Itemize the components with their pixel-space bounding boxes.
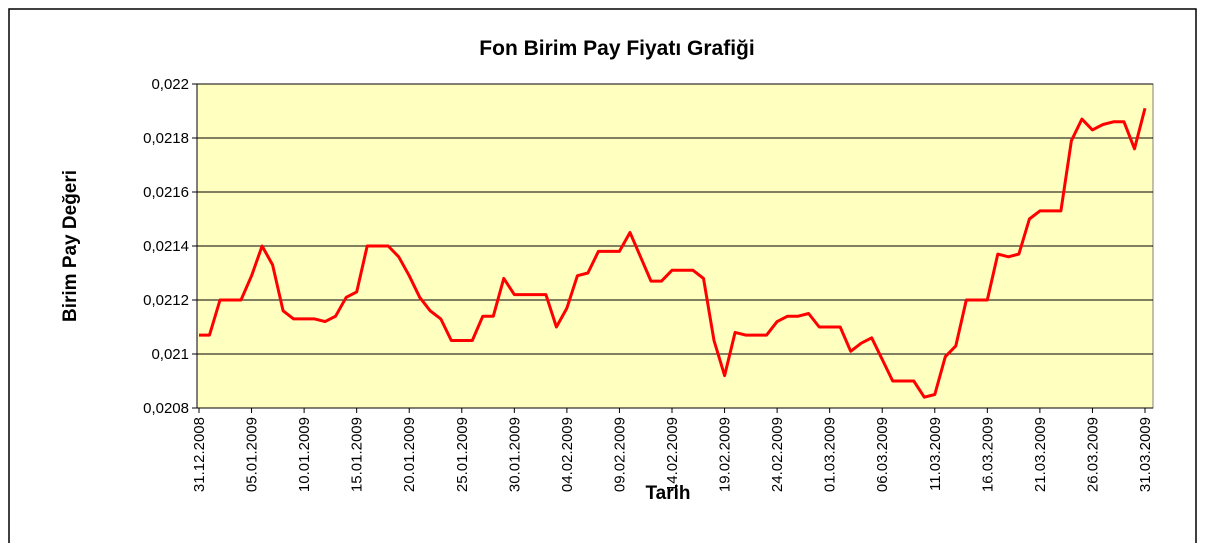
y-tick-label: 0,0214 bbox=[143, 238, 189, 255]
y-tick-label: 0,0216 bbox=[143, 184, 189, 201]
x-tick-label: 04.02.2009 bbox=[559, 417, 576, 492]
x-tick-label: 31.12.2008 bbox=[191, 417, 208, 492]
x-tick-label: 21.03.2009 bbox=[1032, 417, 1049, 492]
x-tick-label: 14.02.2009 bbox=[664, 417, 681, 492]
x-tick-label: 25.01.2009 bbox=[454, 417, 471, 492]
chart-border bbox=[8, 8, 1197, 543]
y-tick-label: 0,0218 bbox=[143, 130, 189, 147]
x-tick-label: 05.01.2009 bbox=[244, 417, 261, 492]
y-tick-label: 0,0212 bbox=[143, 292, 189, 309]
y-tick-label: 0,0208 bbox=[143, 400, 189, 417]
x-tick-label: 06.03.2009 bbox=[874, 417, 891, 492]
x-tick-label: 24.02.2009 bbox=[769, 417, 786, 492]
x-tick-label: 01.03.2009 bbox=[822, 417, 839, 492]
x-tick-label: 19.02.2009 bbox=[717, 417, 734, 492]
y-tick-label: 0,022 bbox=[151, 76, 189, 93]
x-tick-label: 09.02.2009 bbox=[611, 417, 628, 492]
y-axis-label: Birim Pay Değeri bbox=[60, 170, 81, 322]
x-tick-label: 16.03.2009 bbox=[979, 417, 996, 492]
x-tick-label: 11.03.2009 bbox=[927, 417, 944, 491]
x-tick-label: 31.03.2009 bbox=[1137, 417, 1154, 492]
x-tick-label: 20.01.2009 bbox=[401, 417, 418, 492]
chart-title: Fon Birim Pay Fiyatı Grafiği bbox=[479, 37, 754, 60]
x-tick-label: 15.01.2009 bbox=[349, 417, 366, 492]
x-tick-label: 26.03.2009 bbox=[1084, 417, 1101, 492]
x-tick-label: 10.01.2009 bbox=[296, 417, 313, 492]
x-axis-label: Tarih bbox=[645, 483, 690, 504]
x-tick-label: 30.01.2009 bbox=[506, 417, 523, 492]
y-tick-label: 0,021 bbox=[151, 346, 189, 363]
data-line bbox=[199, 107, 1147, 399]
